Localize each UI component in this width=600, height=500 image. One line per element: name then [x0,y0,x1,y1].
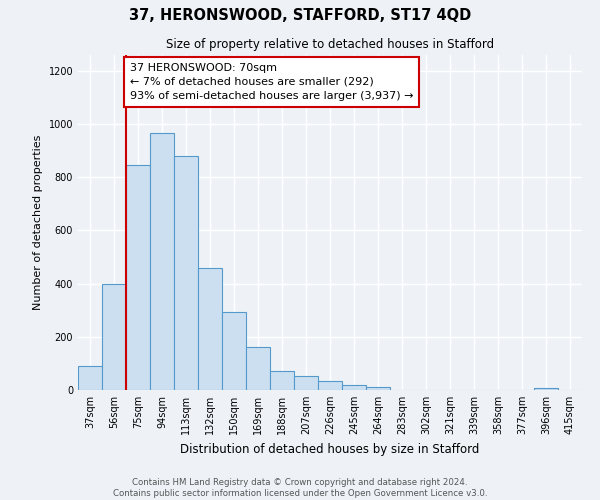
X-axis label: Distribution of detached houses by size in Stafford: Distribution of detached houses by size … [181,442,479,456]
Bar [366,388,390,390]
Bar [270,372,294,390]
Bar [222,312,246,390]
Bar [534,388,558,390]
Title: Size of property relative to detached houses in Stafford: Size of property relative to detached ho… [166,38,494,51]
Bar [294,376,318,390]
Bar [174,156,198,390]
Bar [150,134,174,390]
Bar [246,348,270,390]
Bar [126,166,150,390]
Text: 37 HERONSWOOD: 70sqm
← 7% of detached houses are smaller (292)
93% of semi-detac: 37 HERONSWOOD: 70sqm ← 7% of detached ho… [130,63,413,101]
Bar [102,284,126,390]
Text: Contains HM Land Registry data © Crown copyright and database right 2024.
Contai: Contains HM Land Registry data © Crown c… [113,478,487,498]
Bar [78,366,102,390]
Bar [198,268,222,390]
Y-axis label: Number of detached properties: Number of detached properties [33,135,43,310]
Text: 37, HERONSWOOD, STAFFORD, ST17 4QD: 37, HERONSWOOD, STAFFORD, ST17 4QD [129,8,471,22]
Bar [342,385,366,390]
Bar [318,381,342,390]
